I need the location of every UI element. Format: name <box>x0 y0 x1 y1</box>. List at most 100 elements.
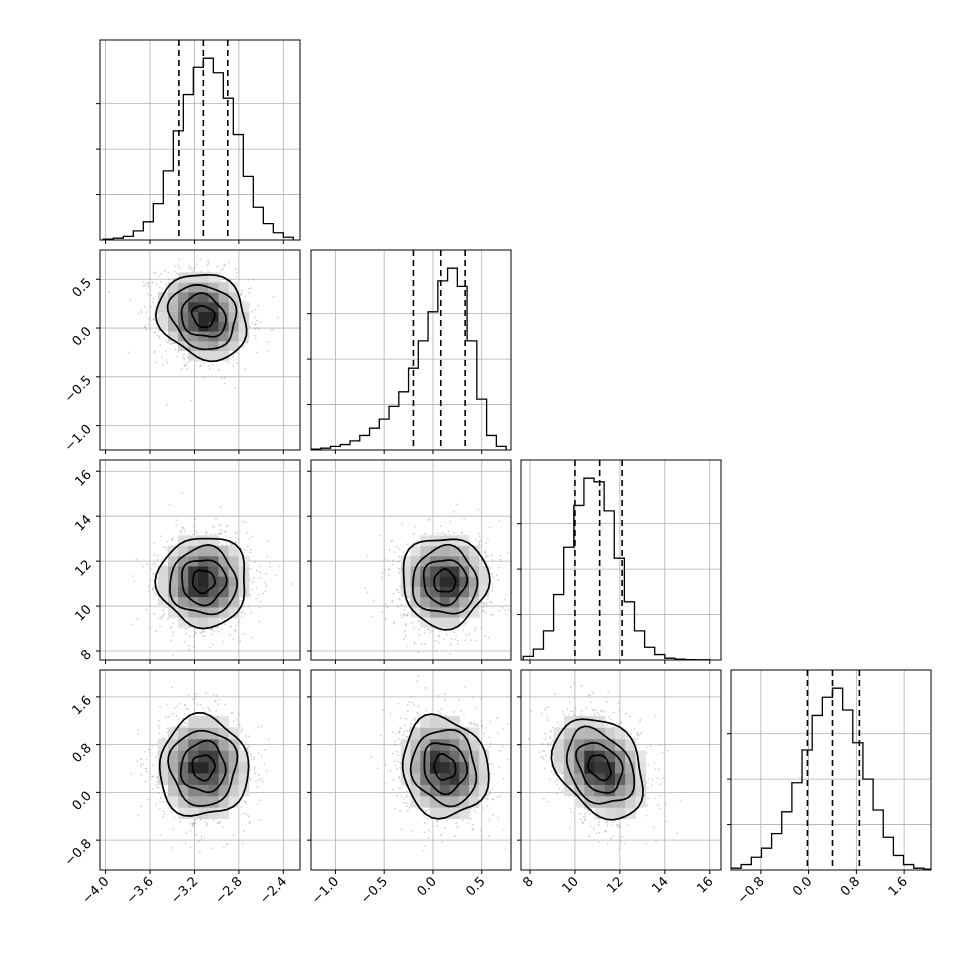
sample-point <box>207 262 210 265</box>
sample-point <box>258 774 260 776</box>
sample-point <box>250 589 253 591</box>
density-cell <box>168 566 179 577</box>
density-cell <box>157 576 169 587</box>
sample-point <box>181 717 184 720</box>
sample-point <box>251 636 254 639</box>
sample-point <box>248 325 251 328</box>
sample-point <box>254 323 257 326</box>
sample-point <box>464 639 467 642</box>
sample-point <box>364 587 367 590</box>
sample-point <box>171 537 174 539</box>
sample-point <box>183 364 186 367</box>
sample-point <box>248 538 251 540</box>
sample-point <box>230 712 233 715</box>
density-cell <box>228 606 240 618</box>
sample-point <box>259 321 262 324</box>
sample-point <box>193 525 196 528</box>
density-cell <box>228 340 240 351</box>
density-cell <box>178 545 189 557</box>
density-cell <box>208 535 219 547</box>
sample-point <box>451 637 453 640</box>
sample-point <box>171 342 174 345</box>
sample-point <box>245 521 248 524</box>
sample-point <box>159 617 161 620</box>
histogram-grid <box>100 40 300 240</box>
sample-point <box>247 278 250 281</box>
sample-point <box>396 589 399 591</box>
sample-point <box>391 599 394 602</box>
sample-point <box>405 645 408 648</box>
sample-point <box>387 568 390 571</box>
sample-point <box>503 598 506 601</box>
density-cell <box>198 596 209 608</box>
density-cell <box>478 586 490 598</box>
sample-point <box>491 585 494 588</box>
sample-point <box>449 520 451 523</box>
sample-point <box>497 566 500 569</box>
sample-point <box>485 602 488 605</box>
sample-point <box>187 694 190 696</box>
sample-point <box>265 770 268 772</box>
density-cell <box>188 350 199 361</box>
sample-point <box>417 540 420 542</box>
sample-point <box>406 614 409 616</box>
sample-point <box>155 630 157 633</box>
sample-point <box>213 526 216 528</box>
sample-point <box>217 822 220 824</box>
sample-point <box>460 532 463 534</box>
sample-point <box>171 538 173 541</box>
density-cell <box>157 596 169 608</box>
sample-point <box>256 327 258 329</box>
sample-point <box>485 556 488 559</box>
density-cell <box>218 301 230 312</box>
sample-point <box>465 634 468 636</box>
density-cell <box>208 576 219 587</box>
sample-point <box>175 715 178 717</box>
sample-point <box>223 264 226 267</box>
density-cell <box>420 596 431 608</box>
sample-point <box>392 592 395 595</box>
sample-point <box>430 629 433 632</box>
sample-point <box>149 306 152 309</box>
sample-point <box>485 553 487 556</box>
sample-point <box>199 365 202 368</box>
sample-point <box>150 294 153 297</box>
sample-point <box>435 650 438 653</box>
sample-point <box>398 591 400 594</box>
sample-point <box>151 744 154 747</box>
density-cell <box>469 576 480 587</box>
sample-point <box>147 293 150 296</box>
sample-point <box>252 278 255 281</box>
sample-point <box>383 557 386 560</box>
density-cell <box>218 311 230 322</box>
sample-point <box>211 364 214 366</box>
sample-point <box>219 506 222 508</box>
sample-point <box>172 712 174 715</box>
sample-point <box>168 503 171 506</box>
sample-point <box>486 555 489 558</box>
sample-point <box>154 564 157 567</box>
sample-point <box>170 626 173 629</box>
contour-level <box>422 559 469 607</box>
density-cell <box>208 282 219 293</box>
sample-point <box>267 350 270 352</box>
sample-point <box>219 280 222 283</box>
sample-point <box>224 264 227 266</box>
sample-point <box>444 533 446 535</box>
sample-point <box>272 328 275 331</box>
sample-point <box>240 292 243 295</box>
histogram-grid <box>311 250 511 450</box>
sample-point <box>392 559 395 562</box>
sample-point <box>247 545 249 548</box>
sample-point <box>244 341 247 344</box>
sample-point <box>221 544 224 546</box>
sample-point <box>188 635 191 637</box>
density-cell <box>188 340 199 351</box>
density-cell <box>208 606 219 618</box>
sample-point <box>497 579 499 582</box>
sample-point <box>229 625 232 628</box>
sample-point <box>147 285 150 288</box>
density-cell <box>218 586 230 598</box>
density-cell <box>208 311 219 322</box>
sample-point <box>193 822 196 824</box>
